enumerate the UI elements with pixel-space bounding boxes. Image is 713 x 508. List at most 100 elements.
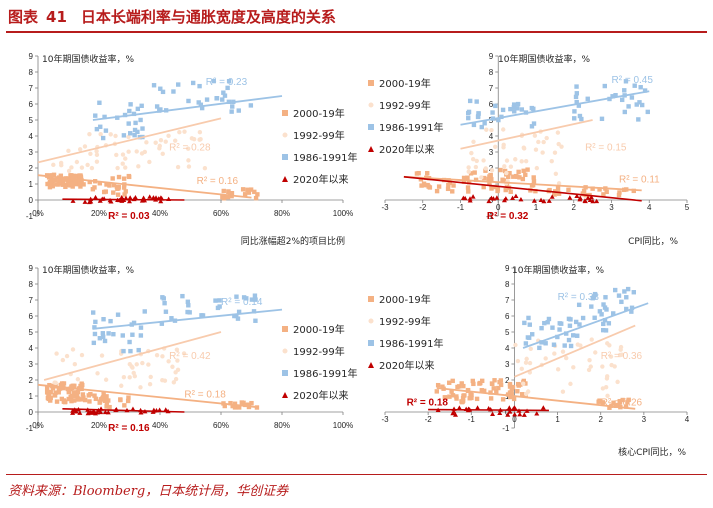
point-1992 (519, 366, 524, 372)
point-2000 (72, 178, 77, 184)
legend-label-2020: 2020年以来 (379, 359, 434, 372)
point-1992 (588, 364, 593, 369)
point-2000 (486, 176, 491, 182)
legend-marker-2000 (368, 80, 374, 86)
point-1992 (520, 381, 526, 386)
point-2000 (473, 177, 479, 183)
point-1992 (515, 358, 521, 364)
point-2000 (100, 396, 105, 401)
y-tick-label: -1 (26, 424, 34, 433)
point-2000 (54, 182, 60, 187)
point-1992 (484, 127, 489, 132)
point-2000 (481, 175, 487, 181)
point-1992 (543, 356, 548, 361)
point-1986 (169, 316, 174, 321)
x-tick-label: 20% (91, 209, 107, 218)
point-2000 (59, 382, 65, 387)
point-1992 (158, 138, 164, 143)
point-2000 (518, 382, 523, 387)
y-axis-title: 10年期国债收益率，% (42, 264, 134, 276)
point-1992 (197, 129, 203, 135)
point-2000 (123, 189, 128, 194)
point-1986 (527, 322, 532, 327)
point-1986 (220, 97, 225, 102)
point-1986 (629, 309, 634, 314)
point-2000 (221, 196, 227, 201)
point-1986 (128, 348, 133, 354)
point-1992 (504, 170, 509, 176)
legend-marker-1992 (282, 348, 288, 354)
y-tick-label: 7 (489, 84, 494, 93)
point-1986 (622, 289, 627, 294)
point-1986 (623, 79, 629, 84)
point-1992 (94, 159, 100, 164)
x-tick-label: 100% (333, 421, 353, 430)
y-tick-label: 7 (29, 296, 34, 305)
legend-marker-1992 (282, 132, 288, 138)
point-1986 (130, 332, 135, 337)
point-2000 (465, 175, 470, 181)
point-2000 (116, 174, 122, 180)
point-1992 (82, 144, 88, 149)
x-tick-label: -2 (419, 203, 427, 212)
point-2020 (70, 198, 76, 203)
point-2020 (490, 411, 496, 416)
point-2000 (126, 173, 132, 179)
point-1992 (552, 150, 558, 155)
point-1992 (473, 164, 479, 170)
y-tick-label: 0 (29, 408, 34, 417)
point-2000 (47, 184, 53, 190)
y-tick-label: 3 (505, 360, 510, 369)
point-2000 (480, 378, 485, 384)
point-1992 (157, 143, 162, 149)
point-1992 (589, 337, 594, 342)
legend-label-2000: 2000-19年 (293, 107, 345, 120)
point-1992 (120, 161, 125, 166)
x-tick-label: 4 (647, 203, 652, 212)
point-1986 (574, 84, 579, 89)
point-1992 (540, 150, 545, 155)
point-2000 (125, 398, 131, 404)
point-2000 (506, 174, 511, 180)
point-2000 (56, 390, 61, 395)
point-2000 (613, 403, 619, 409)
figure-title: 日本长端利率与通胀宽度及高度的关系 (80, 8, 336, 26)
y-tick-label: 2 (505, 376, 510, 385)
point-1986 (629, 95, 635, 100)
legend-marker-1992 (368, 102, 374, 108)
point-2000 (246, 190, 252, 195)
point-1986 (479, 124, 484, 130)
point-2000 (493, 184, 498, 190)
point-1986 (476, 111, 481, 116)
point-1992 (166, 359, 171, 364)
point-1992 (98, 132, 103, 137)
y-axis-title: 10年期国债收益率，% (498, 53, 590, 65)
point-1986 (550, 325, 555, 330)
point-2000 (45, 181, 50, 187)
point-1986 (645, 109, 650, 115)
point-1986 (97, 100, 102, 105)
point-2000 (442, 395, 448, 400)
point-1986 (632, 83, 637, 88)
point-1992 (123, 165, 128, 170)
point-1986 (622, 109, 628, 115)
point-2000 (631, 188, 636, 194)
point-1986 (162, 300, 167, 306)
point-1986 (186, 303, 191, 308)
point-1992 (519, 159, 524, 164)
point-1986 (612, 287, 618, 293)
point-2020 (467, 196, 473, 201)
point-1986 (197, 83, 202, 89)
point-2000 (461, 383, 466, 389)
point-2000 (533, 188, 538, 194)
y-tick-label: 7 (505, 296, 510, 305)
r2-label-2000: R² = 0.16 (197, 176, 239, 187)
y-tick-label: 9 (29, 52, 34, 61)
point-2000 (70, 184, 75, 189)
point-1992 (202, 165, 208, 171)
point-2020 (119, 194, 125, 200)
point-1986 (511, 102, 517, 107)
point-2000 (462, 393, 467, 398)
point-2000 (434, 389, 439, 394)
point-1992 (154, 352, 160, 358)
